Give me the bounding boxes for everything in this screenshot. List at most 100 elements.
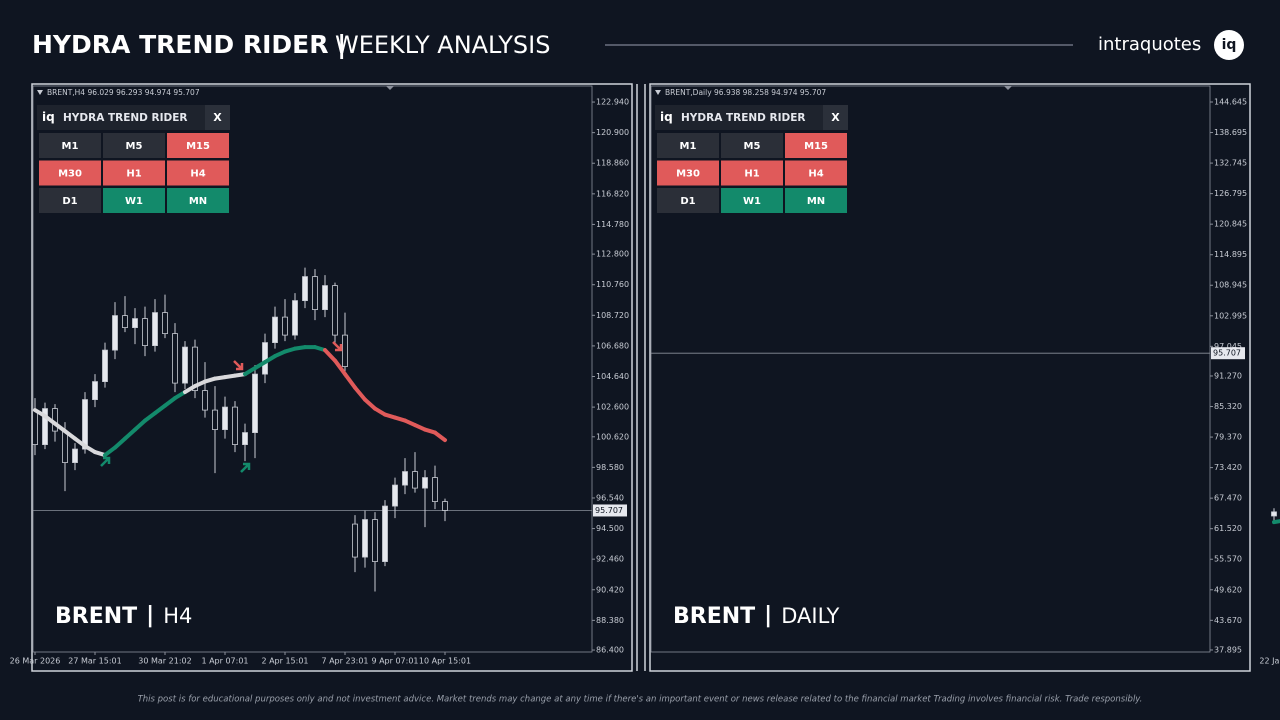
page-title: HYDRA TREND RIDER | bbox=[32, 30, 346, 59]
chart-info: BRENT,Daily 96.938 98.258 94.974 95.707 bbox=[665, 88, 826, 97]
y-tick-label: 97.045 bbox=[1214, 342, 1242, 351]
trend-line bbox=[433, 430, 447, 443]
current-price-label: 95.707 bbox=[1213, 349, 1241, 358]
timeframe-button-label: D1 bbox=[680, 196, 695, 207]
x-tick-label: 2 Apr 15:01 bbox=[261, 657, 308, 666]
candle-body bbox=[1271, 511, 1277, 517]
y-tick-label: 85.320 bbox=[1214, 402, 1242, 411]
timeframe-button[interactable] bbox=[721, 133, 783, 158]
sell-arrow bbox=[332, 341, 343, 352]
timeframe-button[interactable] bbox=[721, 160, 783, 186]
y-tick-label: 102.995 bbox=[1214, 311, 1247, 320]
timeframe-button-label: M15 bbox=[186, 141, 210, 152]
timeframe-button-label: H1 bbox=[126, 169, 141, 180]
candle-body bbox=[422, 477, 428, 489]
trend-line bbox=[363, 397, 377, 411]
timeframe-button-label: M15 bbox=[804, 141, 828, 152]
y-tick-label: 98.580 bbox=[596, 463, 624, 472]
y-tick-label: 114.780 bbox=[596, 220, 629, 229]
timeframe-button-label: M1 bbox=[680, 141, 697, 152]
timeframe-button[interactable] bbox=[167, 188, 229, 213]
timeframe-button[interactable] bbox=[657, 188, 719, 213]
x-tick-label: 10 Apr 15:01 bbox=[419, 657, 471, 666]
trend-line bbox=[113, 436, 127, 450]
y-tick-label: 122.940 bbox=[596, 98, 629, 107]
candle-body bbox=[172, 333, 178, 384]
timeframe-button[interactable] bbox=[103, 133, 165, 158]
y-tick-label: 79.370 bbox=[1214, 433, 1242, 442]
y-tick-label: 67.470 bbox=[1214, 494, 1242, 503]
panel-title: HYDRA TREND RIDER bbox=[681, 112, 806, 124]
trend-line bbox=[53, 421, 67, 434]
chart-symbol: BRENT bbox=[673, 604, 755, 629]
timeframe-button[interactable] bbox=[167, 133, 229, 158]
buy-arrow bbox=[240, 462, 251, 473]
chart: 86.400 88.380 90.420 92.460 94.500 96.540 98.5… bbox=[10, 83, 633, 672]
timeframe-button[interactable] bbox=[103, 160, 165, 186]
x-tick-label: 22 Jan 2026 bbox=[1259, 657, 1280, 666]
timeframe-button[interactable] bbox=[103, 188, 165, 213]
panel-close-button[interactable] bbox=[205, 105, 230, 130]
timeframe-button-label: MN bbox=[807, 196, 825, 207]
panel-title: HYDRA TREND RIDER bbox=[63, 112, 188, 124]
candle-body bbox=[242, 432, 248, 445]
y-tick-label: 120.900 bbox=[596, 128, 629, 137]
y-tick-label: 114.895 bbox=[1214, 250, 1247, 259]
panel-close-label: X bbox=[831, 111, 840, 124]
candle-body bbox=[142, 318, 148, 347]
timeframe-button[interactable] bbox=[721, 188, 783, 213]
x-tick-label: 9 Apr 07:01 bbox=[371, 657, 418, 666]
y-tick-label: 37.895 bbox=[1214, 645, 1242, 654]
candle-body bbox=[92, 381, 98, 400]
y-tick-label: 61.520 bbox=[1214, 524, 1242, 533]
candle-body bbox=[332, 285, 338, 336]
timeframe-button[interactable] bbox=[167, 160, 229, 186]
y-tick-label: 120.845 bbox=[1214, 220, 1247, 229]
timeframe-button-label: H4 bbox=[808, 169, 823, 180]
chart-info: BRENT,H4 96.029 96.293 94.974 95.707 bbox=[47, 88, 200, 97]
info-triangle bbox=[37, 90, 43, 95]
panel-header bbox=[655, 105, 823, 130]
trend-line bbox=[333, 358, 347, 377]
panel-logo: iq bbox=[660, 110, 673, 124]
candle-body bbox=[152, 312, 158, 347]
timeframe-button[interactable] bbox=[785, 133, 847, 158]
trend-line bbox=[73, 436, 87, 449]
y-tick-label: 86.400 bbox=[596, 646, 624, 655]
timeframe-button-label: M5 bbox=[126, 141, 143, 152]
trend-line bbox=[43, 414, 57, 426]
y-tick-label: 112.800 bbox=[596, 250, 629, 259]
timeframe-button[interactable] bbox=[39, 133, 101, 158]
timeframe-button[interactable] bbox=[657, 133, 719, 158]
current-price-box bbox=[593, 504, 627, 517]
y-tick-label: 94.500 bbox=[596, 524, 624, 533]
candle-body bbox=[262, 342, 268, 375]
candle-body bbox=[372, 519, 378, 562]
x-tick-label: 26 Mar 2026 bbox=[10, 657, 61, 666]
y-tick-label: 118.860 bbox=[596, 159, 629, 168]
y-tick-label: 132.745 bbox=[1214, 159, 1247, 168]
candle-body bbox=[322, 285, 328, 311]
timeframe-button-label: MN bbox=[189, 196, 207, 207]
timeframe-button[interactable] bbox=[39, 160, 101, 186]
scroll-marker bbox=[1004, 86, 1012, 90]
timeframe-button[interactable] bbox=[657, 160, 719, 186]
timeframe-button[interactable] bbox=[785, 188, 847, 213]
y-tick-label: 91.270 bbox=[1214, 371, 1242, 380]
timeframe-button[interactable] bbox=[785, 160, 847, 186]
panel-close-button[interactable] bbox=[823, 105, 848, 130]
y-tick-label: 138.695 bbox=[1214, 128, 1247, 137]
timeframe-button-label: H4 bbox=[190, 169, 205, 180]
signal-arrows bbox=[100, 341, 343, 473]
candle-body bbox=[272, 316, 278, 344]
info-triangle bbox=[655, 90, 661, 95]
timeframe-button[interactable] bbox=[39, 188, 101, 213]
brand-logo-badge bbox=[1214, 30, 1244, 60]
current-price-label: 95.707 bbox=[595, 506, 623, 515]
candle-body bbox=[292, 300, 298, 336]
plot-area bbox=[32, 85, 593, 653]
candle-body bbox=[442, 501, 448, 511]
trend-line bbox=[63, 429, 77, 441]
x-tick-label: 7 Apr 23:01 bbox=[321, 657, 368, 666]
candle-body bbox=[402, 471, 408, 486]
